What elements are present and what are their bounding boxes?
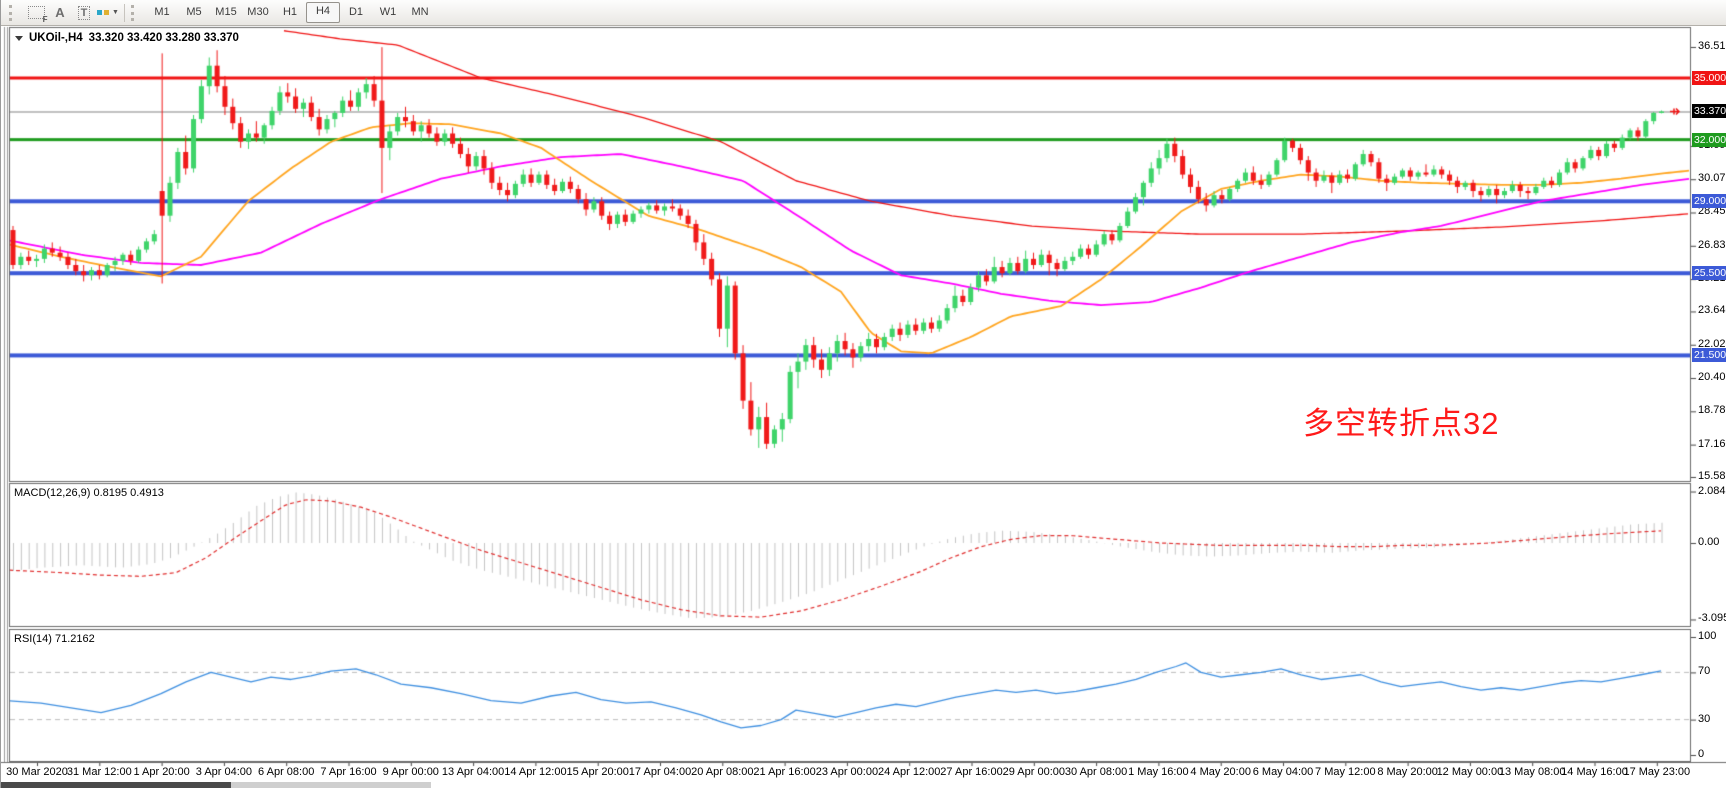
price-tick-label: 30.075 [1698, 172, 1726, 185]
price-tick-label: 22.020 [1698, 337, 1726, 350]
time-tick-label: 29 Apr 00:00 [1002, 766, 1065, 778]
time-tick-label: 14 Apr 12:00 [504, 766, 567, 778]
time-tick-label: 7 May 12:00 [1315, 766, 1376, 778]
rsi-scale-label: 70 [1698, 665, 1711, 678]
time-tick-label: 7 Apr 16:00 [320, 766, 377, 778]
time-tick-label: 9 Apr 00:00 [382, 766, 439, 778]
price-badge-32.000: 32.000 [1692, 132, 1726, 147]
bottom-scrollbar-light[interactable] [231, 782, 431, 788]
rsi-scale-label: 0 [1698, 748, 1705, 760]
macd-scale-label: 0.00 [1698, 536, 1720, 548]
time-tick-label: 1 May 16:00 [1128, 766, 1189, 778]
price-tick-label: 36.510 [1698, 39, 1726, 52]
time-tick-label: 14 May 16:00 [1561, 766, 1628, 778]
time-tick-label: 15 Apr 20:00 [566, 766, 629, 778]
price-tick-label: 15.585 [1698, 469, 1726, 482]
price-tick-label: 26.835 [1698, 238, 1726, 251]
time-tick-label: 30 Mar 2020 [6, 766, 68, 778]
macd-scale-label: -3.0957 [1698, 612, 1726, 625]
time-tick-label: 6 Apr 08:00 [258, 766, 315, 778]
price-badge-21.500: 21.500 [1692, 348, 1726, 363]
time-tick-label: 24 Apr 12:00 [877, 766, 941, 778]
time-tick-label: 3 Apr 04:00 [195, 766, 253, 778]
symbol-ohlc-line[interactable]: UKOil-,H4 33.320 33.420 33.280 33.370 [15, 32, 239, 44]
time-tick-label: 13 May 08:00 [1498, 766, 1566, 778]
rsi-scale-label: 30 [1698, 712, 1711, 725]
time-tick-label: 20 Apr 08:00 [691, 766, 754, 778]
time-tick-label: 6 May 04:00 [1252, 766, 1314, 778]
price-tick-label: 23.640 [1698, 304, 1726, 317]
time-tick-label: 23 Apr 00:00 [815, 766, 879, 778]
time-tick-label: 4 May 20:00 [1190, 766, 1251, 778]
price-tick-label: 20.400 [1698, 371, 1726, 384]
time-tick-label: 1 Apr 20:00 [133, 766, 190, 778]
time-tick-label: 17 May 23:00 [1623, 766, 1691, 778]
time-tick-label: 13 Apr 04:00 [441, 766, 505, 778]
ohlc-values: 33.320 33.420 33.280 33.370 [88, 32, 239, 44]
price-tick-label: 17.160 [1698, 437, 1726, 450]
time-tick-label: 27 Apr 16:00 [940, 766, 1003, 778]
price-tick-label: 18.780 [1698, 404, 1726, 417]
rsi-scale-label: 100 [1698, 630, 1717, 642]
price-badge-29.000: 29.000 [1692, 194, 1726, 209]
price-badge-33.370: 33.370 [1692, 104, 1726, 119]
time-tick-label: 21 Apr 16:00 [753, 766, 816, 778]
chevron-down-icon [15, 35, 23, 41]
symbol-label: UKOil-,H4 [29, 32, 83, 44]
rsi-indicator-label: RSI(14) 71.2162 [14, 633, 95, 645]
price-badge-25.500: 25.500 [1692, 266, 1726, 281]
time-tick-label: 17 Apr 04:00 [628, 766, 692, 778]
bottom-scrollbar-dark[interactable] [1, 782, 231, 788]
macd-scale-label: 2.084 [1698, 484, 1726, 497]
time-tick-label: 8 May 20:00 [1377, 766, 1438, 778]
price-badge-35.000: 35.000 [1692, 71, 1726, 85]
time-tick-label: 12 May 00:00 [1436, 766, 1504, 778]
time-tick-label: 30 Apr 08:00 [1064, 766, 1128, 778]
chart-text-annotation[interactable]: 多空转折点32 [1303, 406, 1500, 441]
time-tick-label: 31 Mar 12:00 [66, 766, 132, 778]
macd-indicator-label: MACD(12,26,9) 0.8195 0.4913 [14, 487, 164, 499]
price-tick-label: 28.455 [1698, 205, 1726, 218]
